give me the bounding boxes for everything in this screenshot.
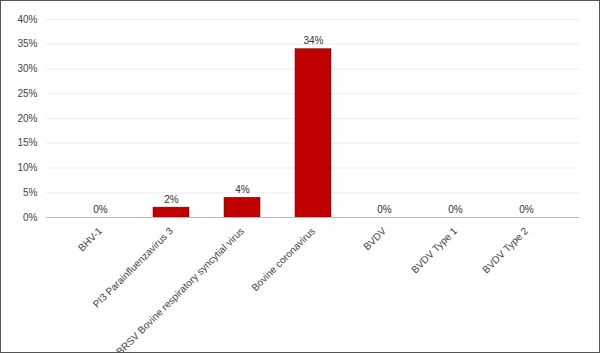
svg-text:10%: 10%	[17, 162, 37, 173]
svg-text:0%: 0%	[448, 204, 463, 215]
svg-text:BHV-1: BHV-1	[76, 225, 105, 254]
svg-text:20%: 20%	[17, 113, 37, 124]
svg-text:34%: 34%	[303, 35, 323, 46]
svg-text:0%: 0%	[23, 212, 38, 223]
svg-text:2%: 2%	[164, 194, 179, 205]
svg-text:40%: 40%	[17, 14, 37, 25]
svg-text:PI3 Parainfluenzavirus 3: PI3 Parainfluenzavirus 3	[91, 225, 176, 310]
svg-text:0%: 0%	[93, 204, 108, 215]
svg-text:BVDV Type 2: BVDV Type 2	[480, 225, 530, 275]
svg-text:BVDV: BVDV	[361, 225, 388, 252]
svg-text:0%: 0%	[519, 204, 534, 215]
svg-text:30%: 30%	[17, 63, 37, 74]
svg-text:4%: 4%	[235, 184, 250, 195]
svg-text:Bovine coronavirus: Bovine coronavirus	[249, 225, 317, 293]
svg-text:BRSV Bovine respiratory syncyt: BRSV Bovine respiratory syncytial virus	[114, 225, 246, 352]
svg-text:35%: 35%	[17, 38, 37, 49]
svg-text:BVDV Type 1: BVDV Type 1	[409, 225, 459, 275]
svg-text:0%: 0%	[377, 204, 392, 215]
svg-text:5%: 5%	[23, 187, 38, 198]
svg-text:25%: 25%	[17, 88, 37, 99]
svg-text:15%: 15%	[17, 137, 37, 148]
